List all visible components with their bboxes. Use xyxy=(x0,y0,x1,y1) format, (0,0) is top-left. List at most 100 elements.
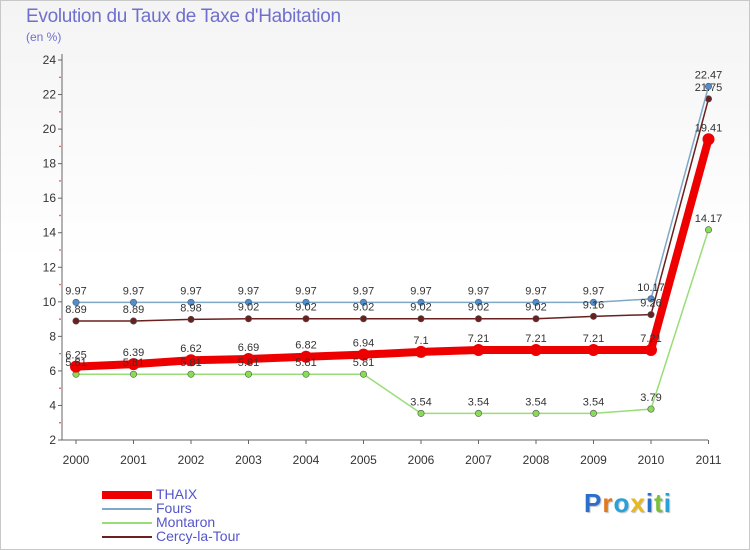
data-point-cercy-la-tour xyxy=(72,317,80,325)
data-label-montaron: 3.54 xyxy=(525,396,546,408)
data-point-fours xyxy=(245,298,253,306)
y-tick-label: 10 xyxy=(43,295,57,309)
y-minor-tick xyxy=(59,352,61,355)
data-point-thaix xyxy=(242,352,255,365)
y-tick-label: 22 xyxy=(43,88,57,102)
data-label-fours: 9.97 xyxy=(525,285,546,297)
data-point-thaix xyxy=(587,344,600,357)
data-label-fours: 9.97 xyxy=(238,285,259,297)
legend-label: THAIX xyxy=(156,486,198,502)
data-point-cercy-la-tour xyxy=(130,317,138,325)
data-label-cercy-la-tour: 9.16 xyxy=(583,299,604,311)
x-tick-label: 2008 xyxy=(523,453,550,467)
logo-letter: o xyxy=(613,488,631,518)
data-label-montaron: 5.81 xyxy=(353,357,374,369)
x-tick-label: 2000 xyxy=(63,453,90,467)
data-point-fours xyxy=(302,298,310,306)
data-point-montaron xyxy=(417,409,425,417)
data-point-fours xyxy=(532,298,540,306)
y-minor-tick xyxy=(59,387,61,389)
y-minor-tick xyxy=(59,249,61,251)
series-line-fours xyxy=(76,86,710,304)
data-point-fours xyxy=(72,298,80,306)
y-minor-tick xyxy=(59,180,61,182)
y-minor-tick xyxy=(59,111,61,113)
data-point-montaron xyxy=(359,370,367,378)
data-point-montaron xyxy=(245,370,253,378)
data-label-fours: 9.97 xyxy=(180,285,201,297)
y-tick-label: 20 xyxy=(43,122,57,136)
data-label-cercy-la-tour: 9.26 xyxy=(640,298,661,310)
data-label-montaron: 3.54 xyxy=(583,396,604,408)
data-label-thaix: 6.39 xyxy=(123,347,144,359)
data-label-cercy-la-tour: 9.02 xyxy=(238,302,259,314)
data-point-thaix xyxy=(415,345,427,358)
x-tick-label: 2005 xyxy=(350,453,377,467)
y-tick-label: 24 xyxy=(43,53,57,67)
x-tick-label: 2001 xyxy=(120,453,147,467)
legend-label: Fours xyxy=(156,500,192,516)
legend-swatch-fours xyxy=(102,508,152,510)
data-label-montaron: 3.79 xyxy=(640,392,661,404)
data-label-montaron: 3.54 xyxy=(410,396,431,408)
data-label-cercy-la-tour: 21.75 xyxy=(695,82,723,94)
data-point-fours xyxy=(647,295,655,303)
data-label-thaix: 6.69 xyxy=(238,342,259,354)
data-label-cercy-la-tour: 9.02 xyxy=(468,302,489,314)
x-tick-label: 2011 xyxy=(696,453,722,467)
logo-letter: x xyxy=(630,488,646,518)
data-point-thaix xyxy=(185,354,197,367)
data-label-thaix: 6.82 xyxy=(295,340,316,352)
data-label-montaron: 5.81 xyxy=(123,357,144,369)
legend-swatch-cercy xyxy=(102,536,152,538)
logo-letter: i xyxy=(663,488,672,518)
data-label-thaix: 7.21 xyxy=(640,333,661,345)
data-point-cercy-la-tour xyxy=(245,315,253,323)
data-point-thaix xyxy=(645,344,657,357)
data-label-thaix: 19.41 xyxy=(695,122,723,134)
data-label-fours: 10.17 xyxy=(637,282,665,294)
y-tick-label: 2 xyxy=(49,433,56,447)
y-minor-tick xyxy=(59,421,61,424)
data-point-cercy-la-tour xyxy=(647,311,655,319)
data-label-cercy-la-tour: 9.02 xyxy=(295,302,316,314)
data-point-cercy-la-tour xyxy=(474,315,482,323)
data-point-thaix xyxy=(702,133,715,146)
data-point-fours xyxy=(589,298,597,306)
data-label-thaix: 7.1 xyxy=(413,335,428,347)
data-point-thaix xyxy=(300,350,312,363)
x-tick-label: 2006 xyxy=(408,453,435,467)
data-label-fours: 9.97 xyxy=(468,285,489,297)
y-minor-tick xyxy=(59,283,61,286)
data-label-thaix: 7.21 xyxy=(525,333,546,345)
data-point-thaix xyxy=(472,344,485,357)
data-point-cercy-la-tour xyxy=(187,315,195,323)
data-point-cercy-la-tour xyxy=(532,315,540,323)
y-axis-unit: (en %) xyxy=(26,30,62,44)
data-point-montaron xyxy=(647,405,655,413)
logo-letter: t xyxy=(654,488,664,518)
data-label-montaron: 5.81 xyxy=(238,357,259,369)
data-label-fours: 9.97 xyxy=(123,285,144,297)
data-label-fours: 9.97 xyxy=(295,285,316,297)
data-label-thaix: 7.21 xyxy=(468,333,489,345)
data-label-thaix: 6.94 xyxy=(353,338,374,350)
data-point-fours xyxy=(187,298,195,306)
series-line-montaron xyxy=(76,229,710,415)
data-label-fours: 9.97 xyxy=(410,285,431,297)
data-label-cercy-la-tour: 8.98 xyxy=(180,302,201,314)
data-point-fours xyxy=(417,298,425,306)
y-minor-tick xyxy=(59,145,61,148)
data-point-cercy-la-tour xyxy=(417,315,425,323)
logo-letter: r xyxy=(602,488,614,518)
data-point-montaron xyxy=(532,409,540,417)
data-point-cercy-la-tour xyxy=(359,315,367,323)
data-point-cercy-la-tour xyxy=(589,312,597,320)
series-line-thaix xyxy=(75,138,713,371)
y-minor-tick xyxy=(59,318,61,320)
data-label-fours: 9.97 xyxy=(583,285,604,297)
data-point-cercy-la-tour xyxy=(302,315,310,323)
logo-letter: P xyxy=(584,488,603,518)
